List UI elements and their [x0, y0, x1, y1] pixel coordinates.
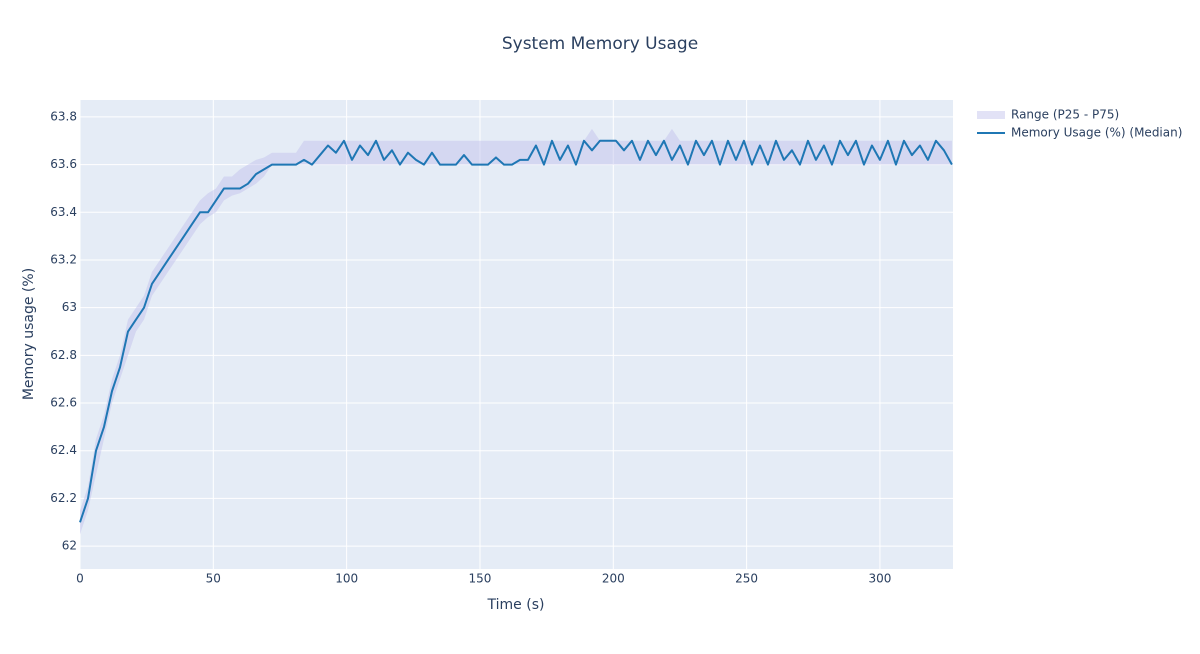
median-line — [79, 139, 953, 523]
y-tick-label: 62.6 — [50, 396, 77, 410]
y-tick-label: 62.2 — [50, 491, 77, 505]
y-tick-label: 62.8 — [50, 348, 77, 362]
y-tick-label: 63.2 — [50, 252, 77, 266]
x-tick-label: 50 — [206, 572, 221, 586]
legend-label: Memory Usage (%) (Median) — [1011, 126, 1182, 140]
y-tick-label: 63 — [62, 300, 77, 314]
y-axis-label: Memory usage (%) — [21, 268, 37, 400]
y-tick-label: 62 — [62, 539, 77, 553]
x-tick-label: 0 — [76, 572, 84, 586]
y-tick-label: 63.4 — [50, 205, 77, 219]
legend-label: Range (P25 - P75) — [1011, 108, 1119, 122]
y-tick-label: 62.4 — [50, 443, 77, 457]
x-tick-label: 150 — [469, 572, 492, 586]
x-tick-label: 100 — [335, 572, 358, 586]
x-tick-label: 250 — [735, 572, 758, 586]
x-tick-label: 200 — [602, 572, 625, 586]
plot-area — [80, 100, 953, 569]
x-axis-label: Time (s) — [487, 597, 545, 613]
x-tick-label: 300 — [868, 572, 891, 586]
chart-title: System Memory Usage — [502, 34, 698, 54]
y-tick-label: 63.8 — [50, 109, 77, 123]
y-tick-label: 63.6 — [50, 157, 77, 171]
